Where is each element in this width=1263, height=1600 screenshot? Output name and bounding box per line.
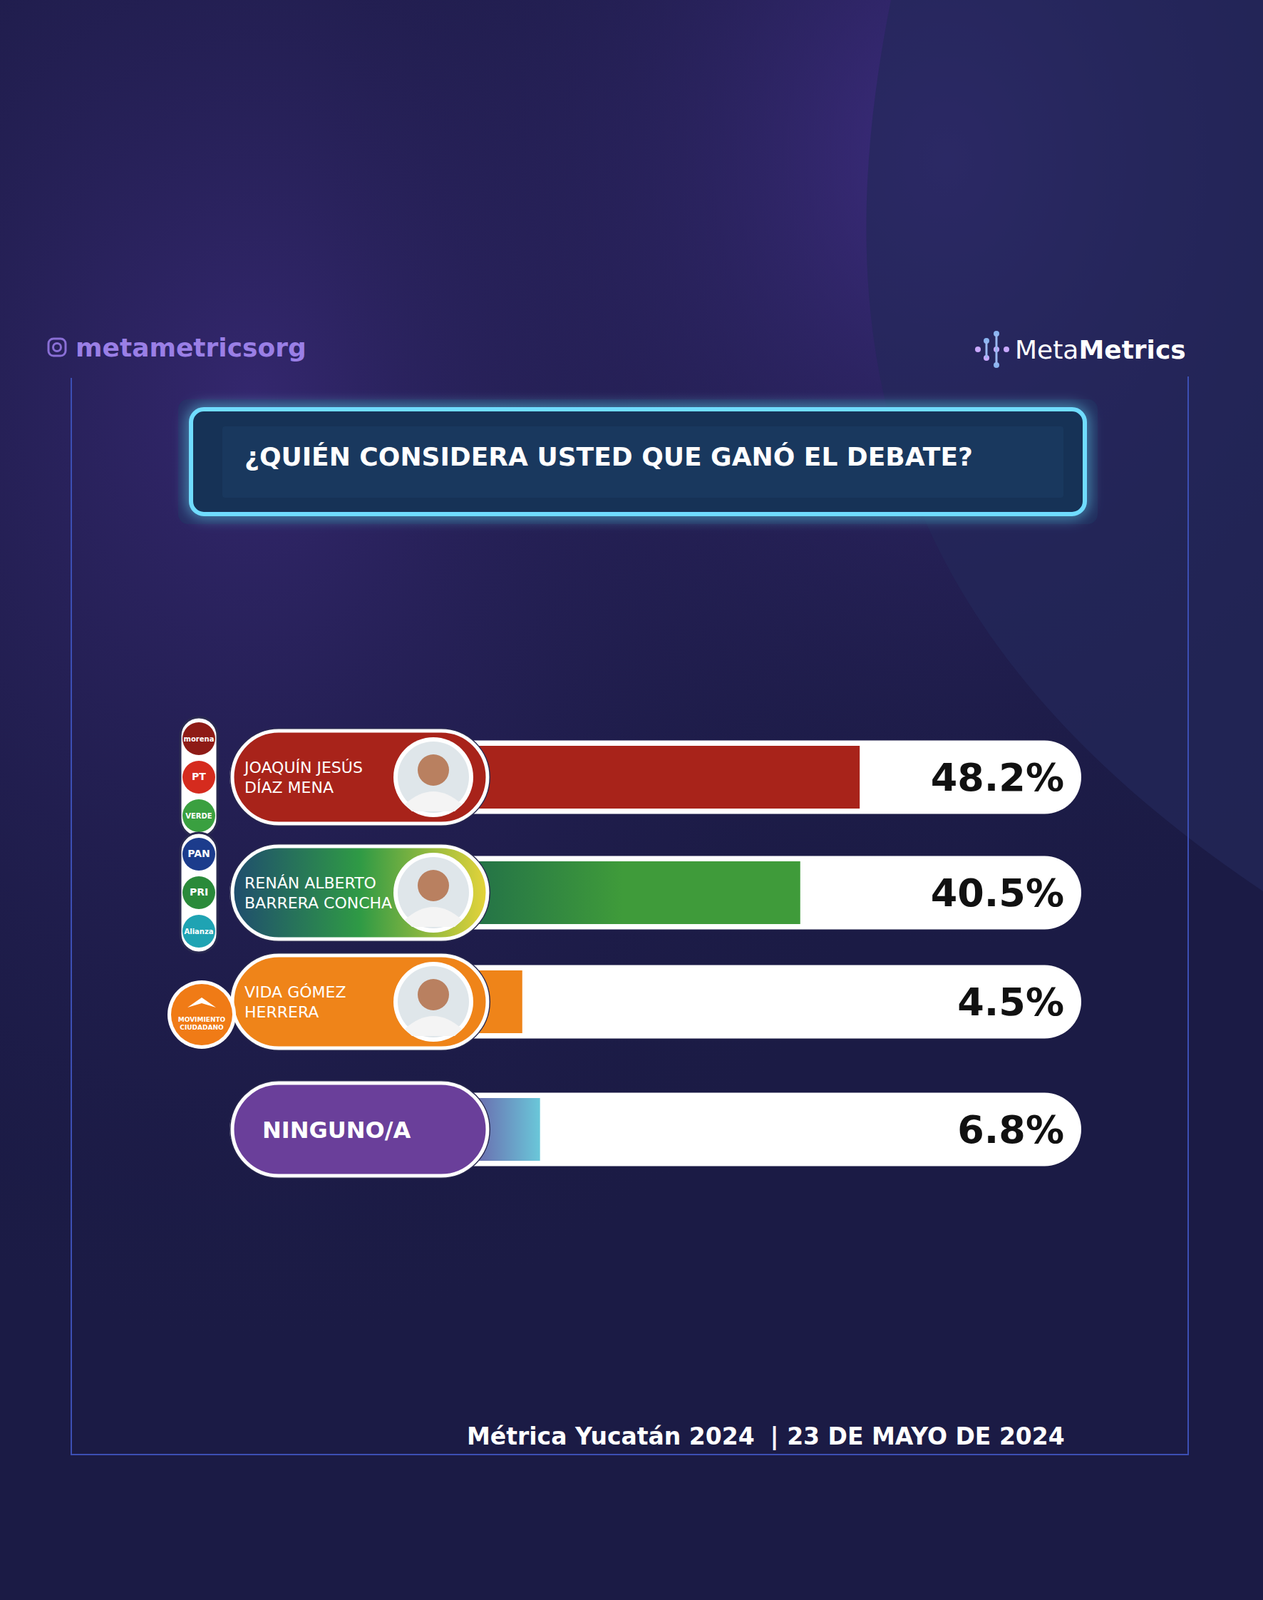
party-logo — [182, 875, 216, 909]
party-logo — [171, 983, 233, 1045]
background-glow — [0, 0, 1263, 1600]
party-logo-label: Alianza — [183, 927, 214, 936]
data-label: 48.2% — [930, 754, 1065, 800]
party-logo — [182, 722, 216, 755]
chart-title: ¿QUIÉN CONSIDERA USTED QUE GANÓ EL DEBAT… — [244, 441, 973, 472]
party-logo — [182, 914, 216, 948]
category-pill — [232, 730, 488, 824]
data-label: 40.5% — [930, 870, 1065, 916]
photo — [417, 754, 450, 786]
photo — [404, 791, 462, 812]
party-logo-icon — [187, 997, 216, 1008]
party-logo-label: VERDE — [185, 811, 213, 820]
photo-frame — [393, 736, 474, 817]
photo-frame — [393, 852, 474, 933]
chart: JOAQUÍN JESÚSDÍAZ MENA morena PT VERDE 48.2%… — [167, 717, 1082, 1179]
pill-outline — [229, 1079, 491, 1179]
data-label: 4.5% — [957, 979, 1065, 1025]
category-label: NINGUNO/A — [262, 1116, 411, 1144]
party-logo-label: MOVIMIENTOCIUDADANO — [178, 1015, 226, 1031]
data-label: 6.8% — [957, 1106, 1065, 1152]
bar-row: JOAQUÍN JESÚSDÍAZ MENA morena PT VERDE 48.2% — [180, 717, 1082, 837]
brand: MetaMetrics — [975, 330, 1187, 368]
category-label: JOAQUÍN JESÚSDÍAZ MENA — [243, 758, 363, 797]
party-logo — [182, 760, 216, 794]
party-logo-label: PRI — [189, 885, 209, 898]
photo — [397, 856, 469, 929]
brand-name: MetaMetrics — [1014, 334, 1187, 365]
party-logo-ring — [167, 980, 236, 1049]
bar-row: VIDA GÓMEZHERRERA MOVIMIENTOCIUDADANO 4.5% — [167, 952, 1082, 1051]
photo — [397, 965, 469, 1038]
bar-row: NINGUNO/A 6.8% — [229, 1079, 1082, 1179]
brand-bold: Metrics — [1078, 334, 1186, 365]
bar-group — [444, 861, 801, 924]
bar-row: RENÁN ALBERTOBARRERA CONCHA PAN PRI Alianza… — [180, 832, 1082, 953]
background-glow — [0, 0, 1263, 1600]
photo — [417, 978, 450, 1010]
party-logo — [182, 837, 216, 871]
category-pill — [232, 1082, 488, 1176]
title-inner — [222, 426, 1064, 498]
frame — [71, 376, 1189, 1455]
category-pill — [232, 846, 488, 939]
category-pill — [232, 955, 488, 1048]
page: metametricsorg MetaMetrics ¿QUIÉN CONSIDER… — [0, 0, 1263, 1600]
handle-group: metametricsorg — [48, 332, 307, 363]
party-logo — [182, 798, 216, 832]
photo — [417, 869, 450, 901]
footer-date: | 23 DE MAYO DE 2024 — [770, 1421, 1065, 1450]
instagram-icon — [48, 338, 66, 356]
handle: metametricsorg — [75, 332, 307, 363]
pill-outline — [229, 952, 491, 1051]
brand-light: Meta — [1014, 334, 1079, 365]
title-frame — [191, 409, 1085, 514]
party-logo-label: PAN — [187, 847, 211, 859]
party-logo-label: PT — [191, 770, 206, 782]
logo-strip — [180, 717, 218, 837]
pill-outline — [229, 727, 491, 827]
category-label: VIDA GÓMEZHERRERA — [244, 982, 346, 1021]
title-halo — [178, 399, 1098, 524]
footer-source: Métrica Yucatán 2024 — [466, 1421, 755, 1450]
logo-strip — [180, 832, 218, 953]
bar — [444, 861, 801, 924]
pill-outline — [229, 843, 491, 942]
background — [0, 0, 1263, 1600]
brand-icon — [975, 346, 981, 353]
photo — [397, 741, 469, 813]
bar-group — [444, 745, 860, 809]
category-label: RENÁN ALBERTOBARRERA CONCHA — [244, 873, 393, 912]
photo — [404, 1015, 462, 1036]
brand-icon — [1003, 346, 1010, 353]
photo — [404, 906, 462, 927]
brand-icon — [986, 333, 997, 365]
footer: Métrica Yucatán 2024 | 23 DE MAYO DE 2024 — [466, 1421, 1065, 1450]
bar — [444, 745, 860, 809]
instagram-icon — [53, 343, 62, 352]
photo-frame — [393, 961, 474, 1042]
party-logo-label: morena — [183, 734, 215, 743]
title-box: ¿QUIÉN CONSIDERA USTED QUE GANÓ EL DEBAT… — [178, 399, 1098, 524]
